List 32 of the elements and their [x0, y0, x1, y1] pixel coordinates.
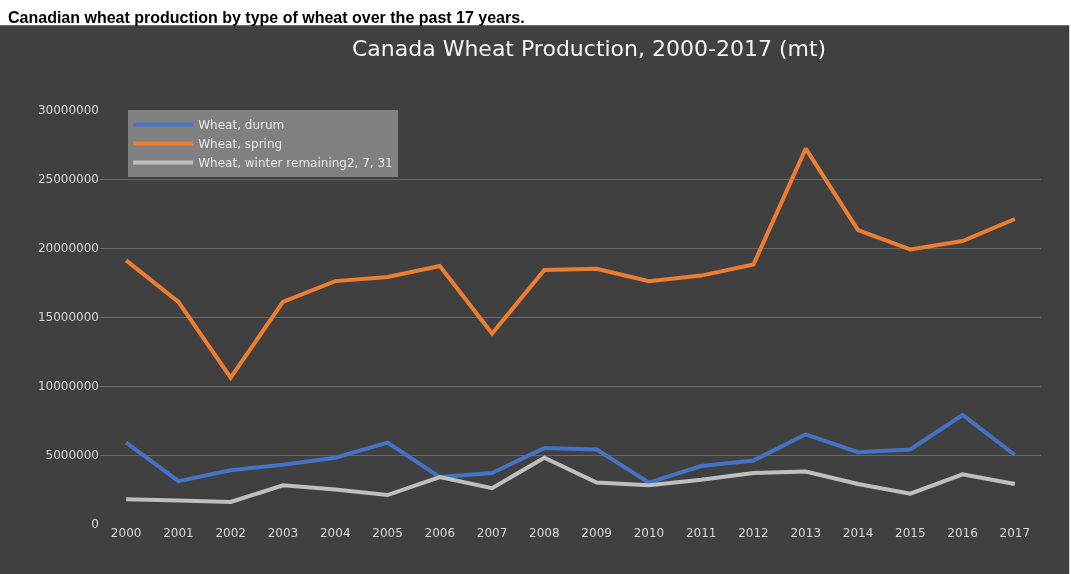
x-tick-label: 2011: [685, 526, 717, 540]
x-tick-label: 2000: [110, 526, 142, 540]
x-tick-label: 2009: [581, 526, 612, 540]
line-series: [124, 455, 1017, 504]
x-tick-label: 2007: [476, 526, 508, 540]
x-tick-label: 2014: [842, 526, 874, 540]
y-tick-label: 5000000: [45, 448, 99, 463]
x-tick-label: 2003: [267, 526, 299, 540]
y-tick-label: 15000000: [37, 310, 99, 325]
legend-label: Wheat, winter remaining2, 7, 31: [198, 156, 393, 171]
x-tick-label: 2013: [790, 526, 822, 540]
y-tick-label: 30000000: [37, 103, 99, 118]
y-tick-label: 25000000: [37, 172, 99, 187]
x-tick-label: 2001: [163, 526, 194, 540]
text: Canadian wheat production by type of wheat over the past 17 years.: [8, 9, 525, 26]
x-tick-label: 2002: [215, 526, 246, 540]
y-tick-label: 10000000: [37, 379, 99, 394]
x-tick-label: 2012: [738, 526, 769, 540]
legend-label: Wheat, spring: [198, 137, 283, 152]
x-tick-label: 2015: [895, 526, 926, 540]
x-tick-label: 2006: [424, 526, 456, 540]
x-tick-label: 2004: [319, 526, 351, 540]
x-tick-label: 2010: [633, 526, 665, 540]
x-tick-label: 2016: [947, 526, 978, 540]
line-series: [124, 412, 1017, 485]
x-tick-label: 2005: [372, 526, 403, 540]
y-tick-label: 0: [91, 517, 99, 532]
legend-label: Wheat, durum: [198, 118, 285, 133]
y-tick-label: 20000000: [37, 241, 99, 256]
x-tick-label: 2017: [999, 526, 1031, 540]
chart-title: Canada Wheat Production, 2000-2017 (mt): [351, 35, 827, 61]
x-tick-label: 2008: [529, 526, 560, 540]
